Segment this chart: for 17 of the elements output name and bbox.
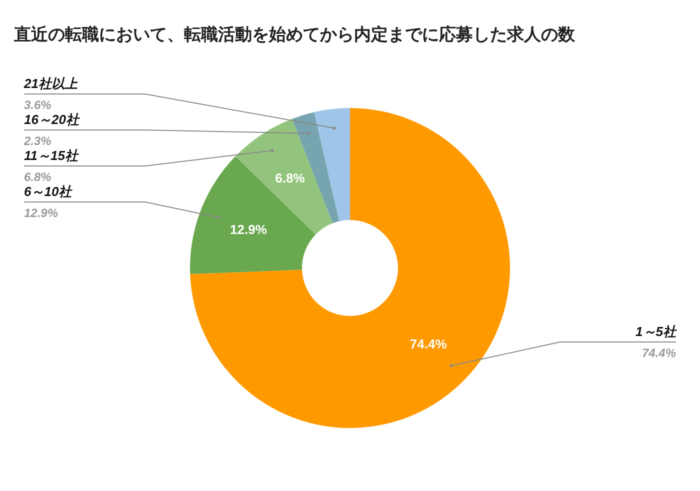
data-label: 74.4%	[410, 336, 448, 352]
slice-label: 6～10社	[24, 184, 73, 199]
slice-label: 11～15社	[24, 148, 79, 163]
slice-label: 16～20社	[24, 112, 80, 127]
text: 74.4%	[642, 346, 676, 360]
data-label: 2.3%	[23, 134, 52, 148]
data-label: 3.6%	[24, 98, 52, 112]
donut-slice	[190, 108, 510, 428]
slice-label: 1～5社	[636, 324, 677, 339]
slice-label: 21社以上	[23, 76, 78, 91]
chart-title: 直近の転職において、転職活動を始めてから内定までに応募した求人の数	[13, 25, 576, 44]
data-label: 12.9%	[230, 222, 268, 237]
text: 12.9%	[24, 206, 58, 220]
donut-slice	[314, 108, 350, 222]
data-label: 6.8%	[275, 170, 306, 186]
text: 6.8%	[24, 170, 52, 184]
donut-slice	[190, 156, 316, 274]
